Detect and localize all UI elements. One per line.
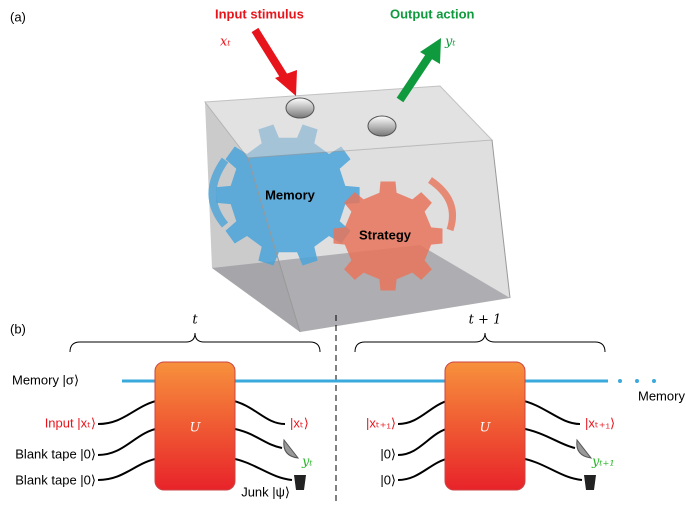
input-arrowhead <box>275 70 297 96</box>
gears <box>208 124 456 291</box>
wire <box>397 427 451 456</box>
wire-label: |xₜ⟩ <box>290 415 309 430</box>
wire <box>519 457 583 481</box>
bin <box>584 475 596 490</box>
wire <box>229 399 286 425</box>
gate <box>444 361 526 491</box>
wires <box>97 399 583 481</box>
wire-label: Memory <box>638 388 685 403</box>
wire <box>97 399 161 425</box>
wire <box>397 457 451 481</box>
time-label: t + 1 <box>469 313 502 328</box>
input-symbol: xₜ <box>220 35 231 50</box>
box-floor <box>212 245 510 332</box>
wire-label: Input |xₜ⟩ <box>45 415 96 430</box>
gear-label: Strategy <box>359 227 412 242</box>
box-edge <box>491 139 511 299</box>
bin <box>294 475 306 490</box>
gear <box>333 181 443 291</box>
panel-label: (b) <box>10 321 26 336</box>
wire-label: yₜ <box>301 455 313 470</box>
dot <box>618 379 622 383</box>
wire-label: Memory |σ⟩ <box>12 372 79 387</box>
wire <box>97 457 161 481</box>
wire-label: |0⟩ <box>380 446 396 461</box>
wire-label: yₜ₊₁ <box>591 455 615 470</box>
wire-label: |xₜ₊₁⟩ <box>366 415 396 430</box>
wire-label: Blank tape |0⟩ <box>15 446 96 461</box>
wire <box>229 427 283 449</box>
gear <box>216 124 360 266</box>
output-label: Output action <box>390 6 475 21</box>
arc-arrow <box>208 157 229 228</box>
wire-label: |0⟩ <box>380 472 396 487</box>
gate-label: U <box>190 421 202 436</box>
wire <box>519 427 576 449</box>
wire <box>229 457 293 481</box>
input-arrow <box>251 27 289 81</box>
detector <box>576 438 593 459</box>
dot <box>635 379 639 383</box>
wire-label: Junk |ψ⟩ <box>241 484 290 499</box>
wire-label: Blank tape |0⟩ <box>15 472 96 487</box>
output-symbol: yₜ <box>444 35 456 50</box>
output-arrowhead <box>420 38 441 64</box>
gate <box>154 361 236 491</box>
input-label: Input stimulus <box>215 6 304 21</box>
box-edge <box>247 157 301 333</box>
wire <box>97 427 161 456</box>
wire-label: |xₜ₊₁⟩ <box>585 415 615 430</box>
time-label: t <box>192 313 198 328</box>
knob <box>367 115 397 137</box>
knob <box>285 97 315 119</box>
wire <box>397 399 451 425</box>
panel-label: (a) <box>10 9 26 24</box>
output-arrow <box>396 52 434 103</box>
wire <box>519 399 581 425</box>
brace <box>354 332 606 353</box>
box-top <box>204 85 511 333</box>
gate-label: U <box>480 421 492 436</box>
detector <box>283 438 300 459</box>
brace <box>69 332 321 353</box>
arc-arrow <box>427 177 456 232</box>
gear-label: Memory <box>265 187 316 202</box>
dot <box>652 379 656 383</box>
